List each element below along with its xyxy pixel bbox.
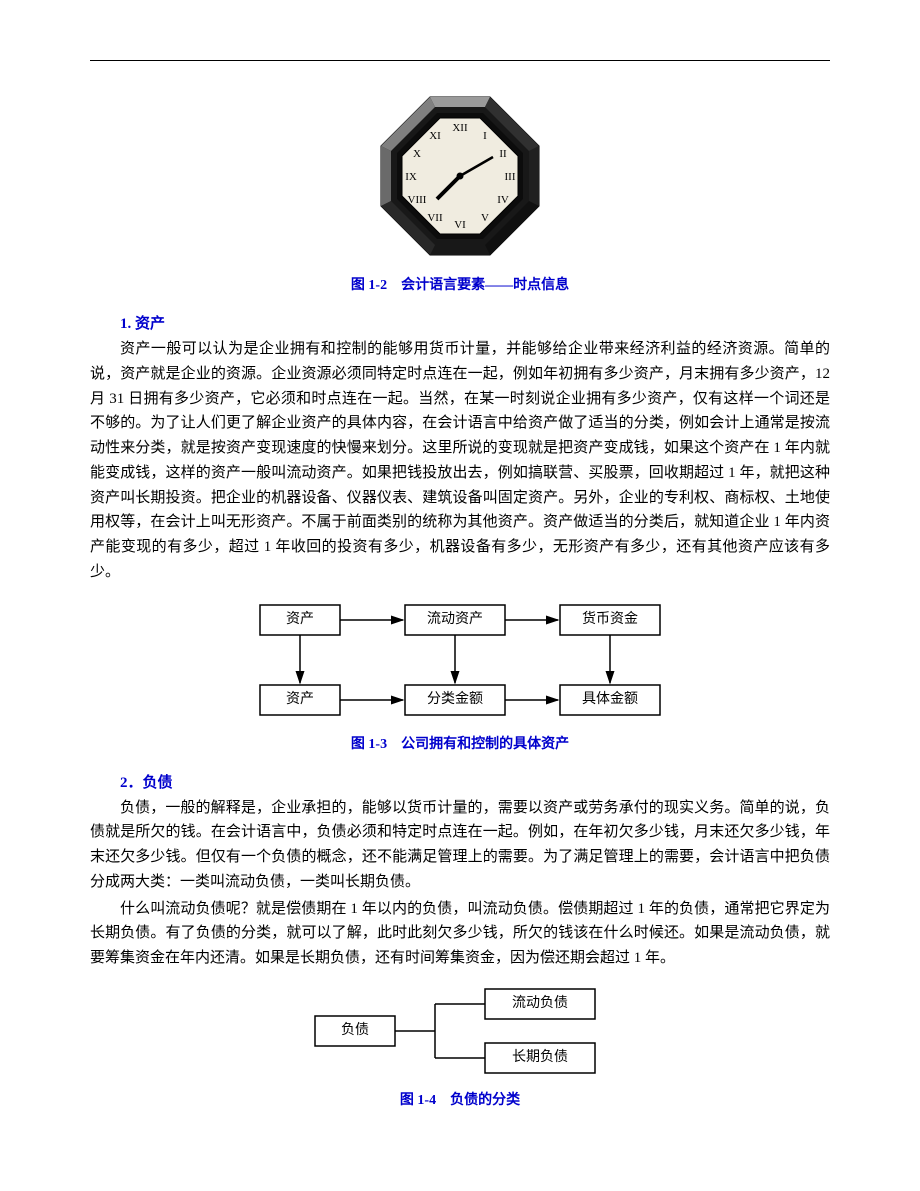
svg-text:V: V xyxy=(481,212,489,224)
figure-1-4-caption: 图 1-4 负债的分类 xyxy=(90,1089,830,1109)
svg-text:III: III xyxy=(505,171,516,183)
figure-1-2-caption: 图 1-2 会计语言要素——时点信息 xyxy=(90,274,830,294)
node-specific-amount: 具体金额 xyxy=(582,691,638,707)
svg-text:XI: XI xyxy=(429,130,441,142)
figure-1-4-diagram: 负债 流动负债 长期负债 xyxy=(295,981,625,1081)
figure-1-3-caption: 图 1-3 公司拥有和控制的具体资产 xyxy=(90,733,830,753)
svg-text:X: X xyxy=(413,148,421,160)
svg-text:VIII: VIII xyxy=(408,194,427,206)
section-1-heading: 1. 资产 xyxy=(120,312,830,333)
header-rule xyxy=(90,60,830,61)
svg-text:II: II xyxy=(499,148,507,160)
svg-text:VI: VI xyxy=(454,219,466,231)
node-asset-2: 资产 xyxy=(286,691,314,707)
node-monetary-funds: 货币资金 xyxy=(582,610,638,627)
node-category-amount: 分类金额 xyxy=(427,691,483,707)
section-2-para-1: 负债，一般的解释是，企业承担的，能够以货币计量的，需要以资产或劳务承付的现实义务… xyxy=(90,796,830,895)
node-asset-1: 资产 xyxy=(286,611,314,627)
svg-text:IV: IV xyxy=(497,194,509,206)
svg-text:I: I xyxy=(483,130,487,142)
svg-text:VII: VII xyxy=(427,212,443,224)
section-2-heading: 2．负债 xyxy=(120,771,830,792)
svg-text:IX: IX xyxy=(405,171,417,183)
clock-icon: XII I II III IV V VI VII VIII IX X XI xyxy=(375,91,545,261)
node-liabilities: 负债 xyxy=(341,1022,369,1038)
node-current-assets: 流动资产 xyxy=(427,611,483,627)
section-1-para-1: 资产一般可以认为是企业拥有和控制的能够用货币计量，并能够给企业带来经济利益的经济… xyxy=(90,337,830,585)
node-current-liabilities: 流动负债 xyxy=(512,995,568,1011)
figure-1-3-diagram: 资产 流动资产 货币资金 资产 分类金额 具体金额 xyxy=(240,595,680,725)
node-longterm-liabilities: 长期负债 xyxy=(512,1049,568,1065)
section-2-para-2: 什么叫流动负债呢？就是偿债期在 1 年以内的负债，叫流动负债。偿债期超过 1 年… xyxy=(90,897,830,971)
clock-figure: XII I II III IV V VI VII VIII IX X XI xyxy=(90,91,830,266)
svg-text:XII: XII xyxy=(452,122,468,134)
